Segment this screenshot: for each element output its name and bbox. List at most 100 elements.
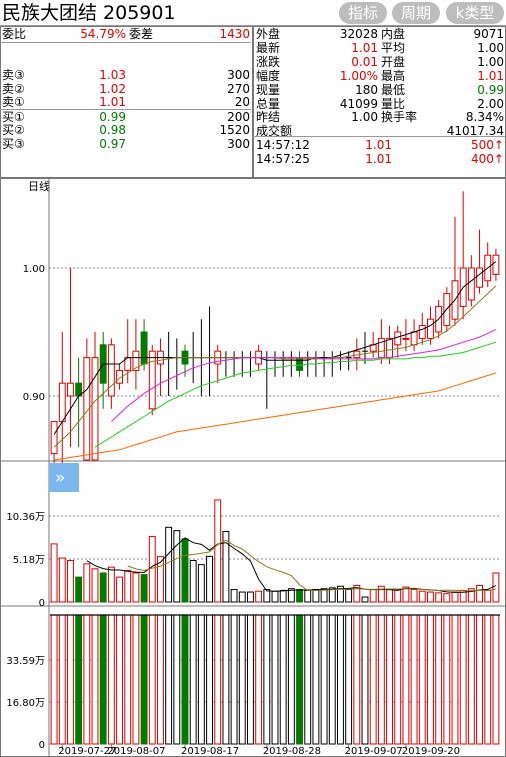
holdings-bar — [189, 614, 197, 745]
candle-body — [296, 357, 303, 371]
holdings-bar — [361, 614, 369, 745]
candle[interactable] — [402, 319, 410, 352]
volume-bar — [410, 589, 418, 603]
holdings-bar — [173, 614, 181, 745]
candle[interactable] — [132, 319, 140, 390]
quote-label-1: 幅度 — [256, 68, 281, 83]
quote-label-2: 平均 — [381, 40, 406, 55]
volume-bar — [443, 593, 451, 603]
holdings-bar — [263, 614, 271, 745]
volume-bar — [394, 589, 402, 603]
ma-line-ma60 — [54, 372, 497, 461]
holdings-bar — [476, 614, 483, 745]
candle[interactable] — [148, 344, 156, 416]
quote-label-1: 涨跌 — [256, 54, 281, 69]
k-type-button[interactable]: k类型 — [446, 2, 504, 24]
buy-label: 买② — [2, 123, 25, 137]
kline-chart[interactable]: 日线 1.00 0.90 » 10.36万 5.18万 0 33.59万 16.80万 0… — [0, 178, 506, 757]
candle[interactable] — [83, 338, 91, 461]
sell-row-1[interactable]: 卖① 1.01 20 — [2, 95, 250, 109]
quote-value-2: 1.00 — [477, 54, 504, 69]
quote-label-2: 量比 — [381, 96, 406, 111]
volume-bar — [418, 590, 426, 603]
date-label: 2019-08-28 — [263, 746, 321, 757]
candle[interactable] — [107, 338, 115, 409]
quote-label-1: 昨结 — [256, 110, 281, 125]
divider — [0, 42, 251, 43]
holdings-bar — [353, 614, 361, 745]
sell-row-2[interactable]: 卖② 1.02 270 — [2, 82, 250, 96]
volume-bar — [304, 589, 312, 603]
holdings-bar — [157, 614, 164, 745]
ma-line-ma30 — [94, 341, 497, 448]
volume-bar — [222, 530, 230, 603]
holdings-bar — [402, 614, 410, 745]
ma-line-ma20 — [111, 328, 497, 422]
holdings-bar — [312, 614, 320, 745]
candle[interactable] — [345, 351, 352, 371]
double-chevron-right-icon: » — [55, 468, 65, 488]
quote-value-1: 1.00% — [339, 68, 378, 83]
volume-bar — [157, 555, 164, 603]
volume2-tick-label: 16.80万 — [6, 698, 45, 709]
candle[interactable] — [91, 332, 99, 461]
sell-price: 1.02 — [99, 82, 126, 96]
price-tick-label: 0.90 — [23, 392, 45, 403]
quote-label-1: 成交额 — [256, 124, 293, 139]
candle-body — [410, 331, 418, 346]
quote-label-1: 现量 — [256, 82, 281, 97]
buy-price: 0.99 — [99, 110, 126, 124]
volume-bar — [492, 572, 500, 603]
candle[interactable] — [50, 421, 58, 467]
indicator-button[interactable]: 指标 — [339, 2, 387, 24]
volume-bar — [435, 592, 443, 603]
buy-row-2[interactable]: 买② 0.98 1520 — [2, 123, 250, 137]
price-tick-label: 1.00 — [23, 264, 45, 275]
volume-bar — [214, 499, 222, 603]
volume-bar — [132, 572, 140, 603]
candle[interactable] — [418, 312, 426, 345]
holdings-bar — [427, 614, 434, 745]
sell-label: 卖③ — [2, 68, 25, 82]
holdings-bar — [328, 614, 336, 745]
weibi-value: 54.79% — [80, 27, 126, 41]
sell-volume: 270 — [227, 82, 250, 96]
candle[interactable] — [476, 229, 483, 294]
quote-row: 幅度 1.00% 最高 1.01 — [256, 69, 504, 83]
period-button[interactable]: 周期 — [392, 2, 440, 24]
sell-label: 卖② — [2, 82, 25, 96]
volume-bar — [312, 589, 320, 603]
buy-volume: 200 — [227, 110, 250, 124]
quote-value-1: 32028 — [339, 27, 378, 41]
tick-volume: 400↑ — [471, 152, 504, 166]
holdings-bar — [214, 614, 222, 745]
holdings-bar — [165, 614, 173, 745]
volume-bar — [107, 566, 115, 603]
volume-bar — [75, 576, 83, 603]
sell-row-3[interactable]: 卖③ 1.03 300 — [2, 68, 250, 82]
candle[interactable] — [492, 248, 500, 281]
quote-value-2: 0.99 — [477, 82, 504, 97]
expand-button[interactable] — [49, 463, 79, 492]
quote-label-2: 最低 — [381, 82, 406, 97]
candle[interactable] — [67, 268, 74, 448]
volume-bar — [116, 576, 123, 603]
holdings-bar — [50, 614, 58, 745]
candle-body — [394, 331, 402, 346]
candle-body — [418, 325, 426, 339]
buy-row-1[interactable]: 买① 0.99 200 — [2, 110, 250, 124]
sell-price: 1.01 — [99, 95, 126, 109]
date-label: 2019-09-20 — [402, 746, 460, 757]
buy-row-3[interactable]: 买③ 0.97 300 — [2, 137, 250, 151]
volume-bar — [140, 574, 148, 603]
holdings-bar — [451, 614, 459, 745]
date-label: 2019-08-17 — [181, 746, 239, 757]
volume-bar — [173, 530, 181, 603]
divider — [0, 109, 251, 110]
volume-bar — [328, 587, 336, 603]
candle-body — [386, 337, 393, 359]
period-label: 日线 — [28, 179, 50, 193]
quote-row: 昨结 1.00 换手率 8.34% — [256, 110, 504, 124]
holdings-bar — [377, 614, 385, 745]
tick-price: 1.01 — [365, 138, 392, 152]
